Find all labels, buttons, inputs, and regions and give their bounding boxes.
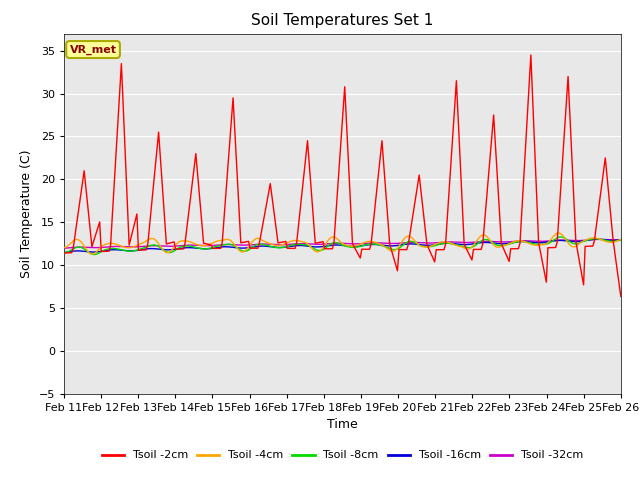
Legend: Tsoil -2cm, Tsoil -4cm, Tsoil -8cm, Tsoil -16cm, Tsoil -32cm: Tsoil -2cm, Tsoil -4cm, Tsoil -8cm, Tsoi…	[97, 446, 588, 465]
Y-axis label: Soil Temperature (C): Soil Temperature (C)	[20, 149, 33, 278]
X-axis label: Time: Time	[327, 418, 358, 431]
Title: Soil Temperatures Set 1: Soil Temperatures Set 1	[252, 13, 433, 28]
Text: VR_met: VR_met	[70, 44, 116, 55]
